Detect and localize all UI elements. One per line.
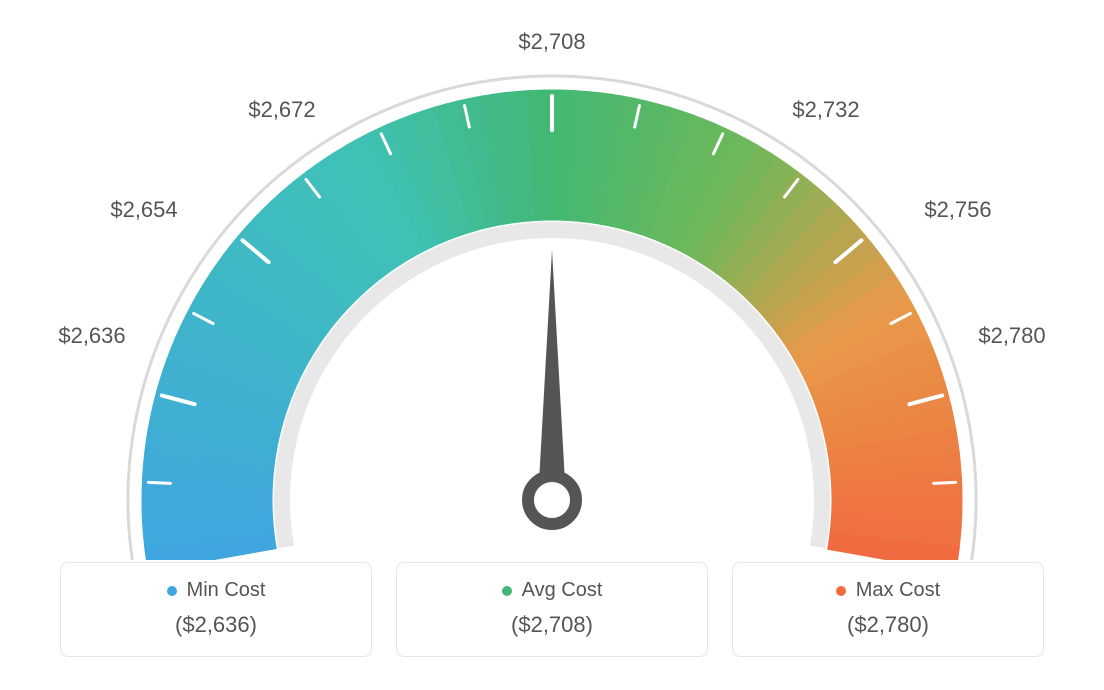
gauge-tick-label: $2,780: [978, 323, 1045, 349]
gauge-tick-label: $2,636: [58, 323, 125, 349]
max-dot-icon: [836, 586, 846, 596]
max-cost-title: Max Cost: [836, 579, 940, 602]
min-cost-label: Min Cost: [187, 579, 266, 602]
min-cost-card: Min Cost ($2,636): [60, 562, 372, 657]
gauge-tick-label: $2,708: [518, 29, 585, 55]
gauge-tick-label: $2,654: [110, 197, 177, 223]
avg-cost-label: Avg Cost: [522, 579, 603, 602]
min-cost-value: ($2,636): [71, 612, 361, 638]
max-cost-value: ($2,780): [743, 612, 1033, 638]
avg-cost-title: Avg Cost: [502, 579, 603, 602]
max-cost-card: Max Cost ($2,780): [732, 562, 1044, 657]
min-dot-icon: [167, 586, 177, 596]
gauge-chart: $2,636 $2,654 $2,672 $2,708 $2,732 $2,75…: [0, 0, 1104, 540]
summary-cards: Min Cost ($2,636) Avg Cost ($2,708) Max …: [0, 562, 1104, 657]
gauge-svg: [52, 20, 1052, 560]
gauge-tick-label: $2,732: [792, 97, 859, 123]
avg-cost-value: ($2,708): [407, 612, 697, 638]
avg-cost-card: Avg Cost ($2,708): [396, 562, 708, 657]
min-cost-title: Min Cost: [167, 579, 266, 602]
gauge-tick-label: $2,756: [924, 197, 991, 223]
max-cost-label: Max Cost: [856, 579, 940, 602]
gauge-tick-label: $2,672: [248, 97, 315, 123]
avg-dot-icon: [502, 586, 512, 596]
